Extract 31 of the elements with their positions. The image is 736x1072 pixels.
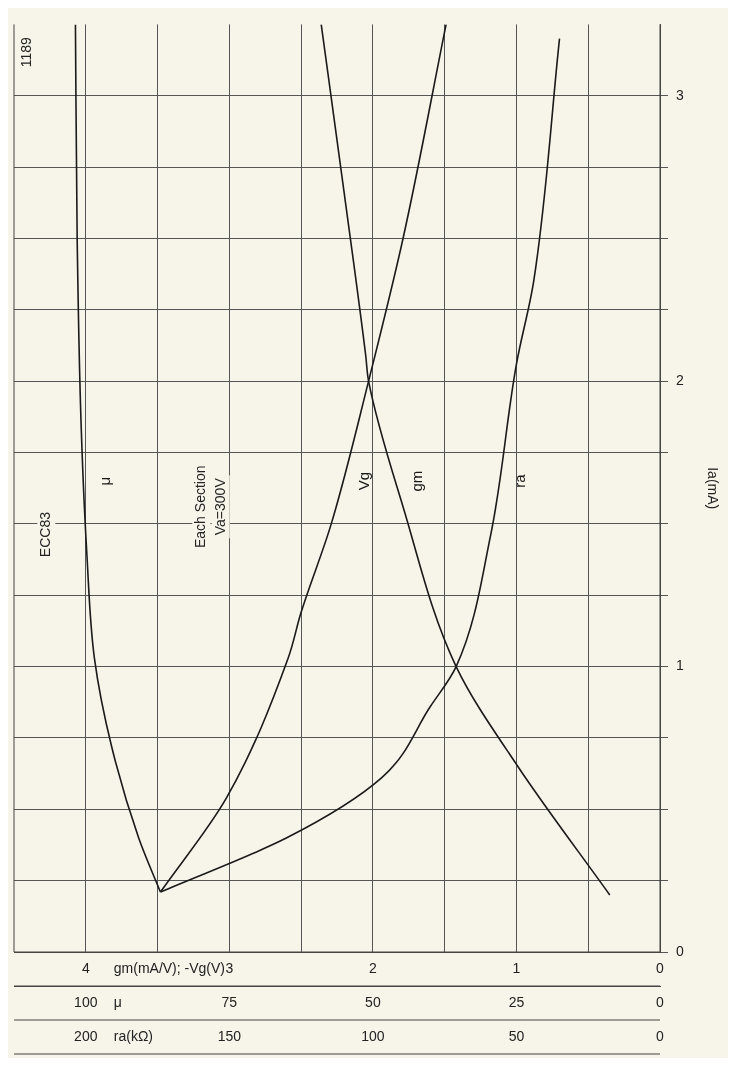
annotation: Va=300V — [211, 477, 228, 536]
x2-axis-title: μ — [113, 993, 122, 1010]
x-tick-label: 200 — [74, 1027, 98, 1044]
x-tick-label: 3 — [225, 960, 234, 977]
annotation: Each Section — [192, 465, 209, 548]
x-tick-label: 100 — [361, 1027, 385, 1044]
text: μ — [95, 476, 113, 486]
text: Vg — [354, 471, 372, 491]
x2-tick-label: 50 — [365, 994, 381, 1011]
x-tick-label: 2 — [368, 960, 377, 977]
annotation: ECC83 — [37, 511, 54, 558]
x-tick-label: 50 — [508, 1027, 525, 1044]
annotation: 1189 — [17, 36, 34, 68]
x-tick-label: 4 — [81, 960, 90, 977]
x2-tick-label: 75 — [221, 994, 238, 1011]
text: gm — [408, 470, 426, 492]
x-tick-label: 0 — [656, 960, 665, 977]
text: ra — [510, 473, 528, 488]
x-tick-label: 0 — [656, 1027, 665, 1044]
y-tick-label: 0 — [676, 942, 684, 959]
x-tick-label: 1 — [512, 960, 521, 977]
x2-tick-label: 25 — [508, 994, 525, 1011]
x-tick-label: 150 — [217, 1027, 242, 1044]
x2-tick-label: 0 — [656, 994, 665, 1011]
y-tick-label: 2 — [676, 372, 684, 389]
y-tick-label: 1 — [676, 657, 684, 674]
x-axis-title: gm(mA/V); -Vg(V) — [113, 959, 226, 976]
x-axis-title: ra(kΩ) — [113, 1027, 154, 1044]
y-tick-label: 3 — [676, 86, 684, 103]
x2-tick-label: 100 — [74, 994, 98, 1011]
y-axis-title: Ia(mA) — [704, 467, 721, 510]
